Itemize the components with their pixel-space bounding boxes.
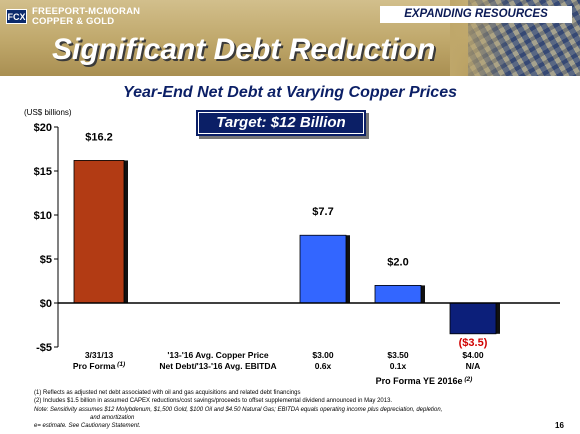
y-tick-label: $10 — [34, 210, 52, 222]
category-label: '13-'16 Avg. Copper Price — [167, 350, 268, 360]
category-label: 3/31/13 — [85, 350, 114, 360]
bar — [73, 160, 125, 304]
logo-line-2: COPPER & GOLD — [32, 16, 115, 27]
footnote-note: Note: Sensitivity assumes $12 Molybdenum… — [34, 406, 443, 413]
company-logo: FCX FREEPORT-MCMORAN COPPER & GOLD — [6, 7, 140, 27]
bar — [299, 234, 347, 304]
category-label: N/A — [466, 361, 481, 371]
header-banner: FCX FREEPORT-MCMORAN COPPER & GOLD EXPAN… — [0, 0, 580, 76]
data-label: $7.7 — [312, 206, 333, 218]
category-label: Pro Forma (1) — [73, 361, 125, 371]
unit-label: (US$ billions) — [24, 108, 72, 117]
logo-mark-icon: FCX — [6, 9, 27, 24]
footnote-1: (1) Reflects as adjusted net debt associ… — [34, 390, 301, 396]
footnote-estimate: e= estimate. See Cautionary Statement. — [34, 423, 141, 430]
data-label: $16.2 — [85, 131, 113, 143]
section-label: EXPANDING RESOURCES — [380, 6, 572, 23]
y-tick-label: $20 — [34, 122, 52, 134]
category-label: $3.00 — [312, 350, 334, 360]
target-label: Target: $12 Billion — [198, 112, 364, 134]
category-label: $3.50 — [387, 350, 409, 360]
data-label: ($3.5) — [459, 337, 488, 349]
y-tick-label: -$5 — [36, 342, 52, 354]
footnote-2: (2) Includes $1.5 billion in assumed CAP… — [34, 398, 393, 405]
data-label: $2.0 — [387, 256, 408, 268]
slide-title: Significant Debt Reduction — [52, 33, 436, 66]
target-box: Target: $12 Billion — [196, 110, 366, 136]
group-label: Pro Forma YE 2016e (2) — [376, 376, 473, 386]
category-label: $4.00 — [462, 350, 484, 360]
footnote-note-cont: and amortization — [90, 414, 135, 421]
y-tick-label: $0 — [40, 298, 52, 310]
category-label: 0.6x — [315, 361, 332, 371]
category-label: Net Debt/'13-'16 Avg. EBITDA — [159, 361, 276, 371]
y-tick-label: $5 — [40, 254, 52, 266]
page-number: 16 — [555, 421, 564, 430]
chart-subtitle: Year-End Net Debt at Varying Copper Pric… — [122, 84, 457, 101]
logo-line-1: FREEPORT-MCMORAN — [32, 6, 141, 17]
bar — [449, 302, 497, 335]
y-tick-label: $15 — [34, 166, 52, 178]
footnotes: (1) Reflects as adjusted net debt associ… — [34, 389, 442, 430]
bar — [374, 284, 422, 304]
category-label: 0.1x — [390, 361, 407, 371]
